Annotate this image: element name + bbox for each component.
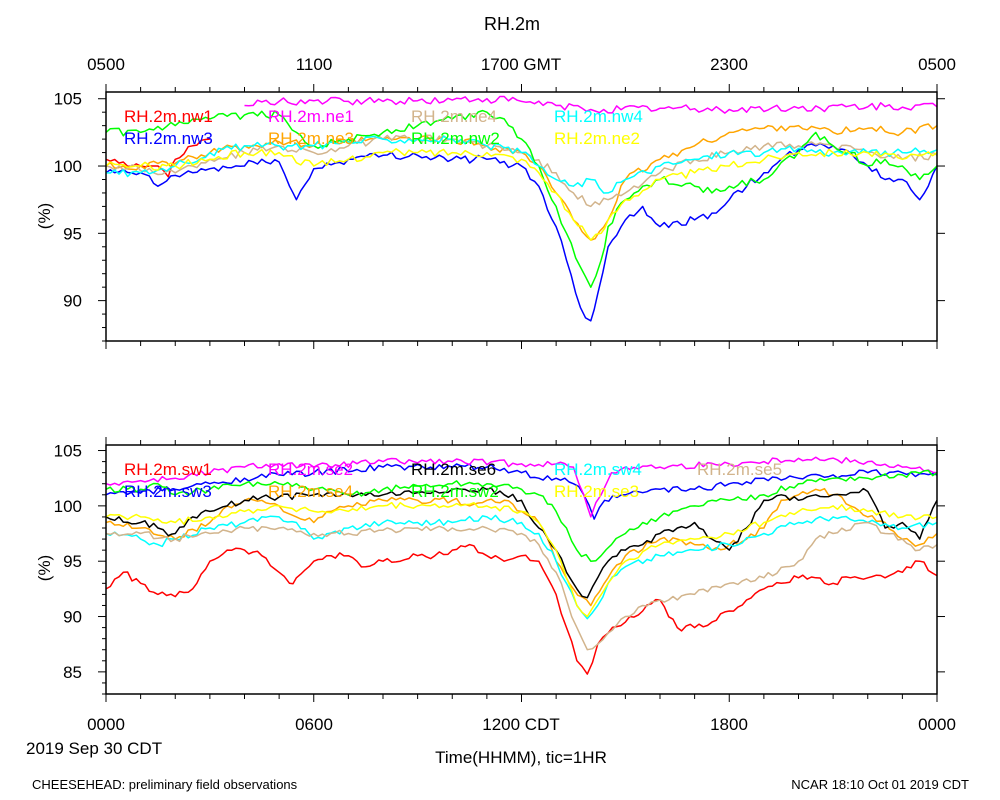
legend-RH-2m-sw2: RH.2m.sw2 xyxy=(411,482,499,501)
series-line-RH-2m-ne1 xyxy=(244,95,938,114)
series-line-RH-2m-sw1 xyxy=(105,543,938,675)
legend-RH-2m-ne4: RH.2m.ne4 xyxy=(411,107,497,126)
legend-RH-2m-nw1: RH.2m.nw1 xyxy=(124,107,213,126)
top-axis-label-2: 1700 GMT xyxy=(481,55,561,74)
date-label: 2019 Sep 30 CDT xyxy=(26,739,162,758)
series-line-RH-2m-nw2 xyxy=(105,109,938,288)
top-axis-label-1: 1100 xyxy=(296,55,333,74)
top-y-tick-label-90: 90 xyxy=(63,292,82,311)
series-line-RH-2m-se5 xyxy=(105,521,938,651)
series-line-RH-2m-sw2 xyxy=(105,469,938,562)
series-line-RH-2m-se3 xyxy=(105,501,938,618)
top-axis-label-0: 0500 xyxy=(87,55,125,74)
top-panel-lines xyxy=(105,95,938,322)
footer-left: CHEESEHEAD: preliminary field observatio… xyxy=(32,777,298,792)
legend-RH-2m-se5: RH.2m.se5 xyxy=(697,460,782,479)
top-axis-label-3: 2300 xyxy=(710,55,748,74)
top-axis-label-4: 0500 xyxy=(918,55,956,74)
top-y-tick-label-100: 100 xyxy=(54,157,82,176)
top-panel-legend: RH.2m.nw1 RH.2m.nw3 RH.2m.ne1 RH.2m.ne3 RH.2… xyxy=(124,107,643,148)
legend-RH-2m-se6: RH.2m.se6 xyxy=(411,460,496,479)
bottom-axis-label-2: 1200 CDT xyxy=(482,715,559,734)
series-line-RH-2m-nw3 xyxy=(105,142,938,322)
bottom-panel-lines xyxy=(105,456,938,675)
legend-RH-2m-nw4: RH.2m.nw4 xyxy=(554,107,643,126)
bottom-y-tick-label-95: 95 xyxy=(63,552,82,571)
top-y-tick-label-95: 95 xyxy=(63,224,82,243)
legend-RH-2m-nw2: RH.2m.nw2 xyxy=(411,129,500,148)
bottom-y-tick-label-105: 105 xyxy=(54,442,82,461)
top-panel-frame xyxy=(105,91,938,342)
series-line-RH-2m-ne3 xyxy=(105,123,938,241)
legend-RH-2m-ne1: RH.2m.ne1 xyxy=(268,107,354,126)
legend-RH-2m-ne3: RH.2m.ne3 xyxy=(268,129,354,148)
bottom-axis-label-3: 1800 xyxy=(710,715,748,734)
series-line-RH-2m-ne2 xyxy=(105,148,938,241)
legend-RH-2m-nw3: RH.2m.nw3 xyxy=(124,129,213,148)
series-line-RH-2m-se6 xyxy=(105,486,938,599)
x-axis-title: Time(HHMM), tic=1HR xyxy=(435,748,607,767)
bottom-y-tick-label-100: 100 xyxy=(54,497,82,516)
series-line-RH-2m-se2 xyxy=(105,456,938,518)
series-line-RH-2m-nw4 xyxy=(105,135,938,194)
bottom-panel: 85 90 95 100 105 RH.2m.sw1 RH.2m.sw3 RH.2m.se2… xyxy=(35,437,945,702)
top-panel-ylabel: (%) xyxy=(35,203,54,229)
bottom-y-tick-label-85: 85 xyxy=(63,663,82,682)
legend-RH-2m-sw3: RH.2m.sw3 xyxy=(124,482,212,501)
series-line-RH-2m-sw4 xyxy=(105,514,938,620)
bottom-time-axis-labels: 0000 0600 1200 CDT 1800 0000 xyxy=(87,715,956,734)
bottom-axis-label-1: 0600 xyxy=(295,715,333,734)
legend-RH-2m-se3: RH.2m.se3 xyxy=(554,482,639,501)
legend-RH-2m-ne2: RH.2m.ne2 xyxy=(554,129,640,148)
bottom-axis-label-4: 0000 xyxy=(918,715,956,734)
bottom-axis-label-0: 0000 xyxy=(87,715,125,734)
series-line-RH-2m-nw1 xyxy=(105,138,210,178)
chart-title: RH.2m xyxy=(484,14,540,34)
bottom-y-tick-label-90: 90 xyxy=(63,608,82,627)
legend-RH-2m-sw1: RH.2m.sw1 xyxy=(124,460,212,479)
footer-right: NCAR 18:10 Oct 01 2019 CDT xyxy=(791,777,969,792)
series-line-RH-2m-se4 xyxy=(105,487,938,607)
bottom-panel-frame xyxy=(105,444,938,695)
top-time-axis-labels: 0500 1100 1700 GMT 2300 0500 xyxy=(87,55,956,74)
legend-RH-2m-se4: RH.2m.se4 xyxy=(268,482,353,501)
bottom-panel-ylabel: (%) xyxy=(35,555,54,581)
series-line-RH-2m-sw3 xyxy=(105,463,938,520)
top-y-tick-label-105: 105 xyxy=(54,90,82,109)
legend-RH-2m-sw4: RH.2m.sw4 xyxy=(554,460,642,479)
legend-RH-2m-se2: RH.2m.se2 xyxy=(268,460,353,479)
bottom-panel-legend: RH.2m.sw1 RH.2m.sw3 RH.2m.se2 RH.2m.se4 RH.2… xyxy=(124,460,782,501)
